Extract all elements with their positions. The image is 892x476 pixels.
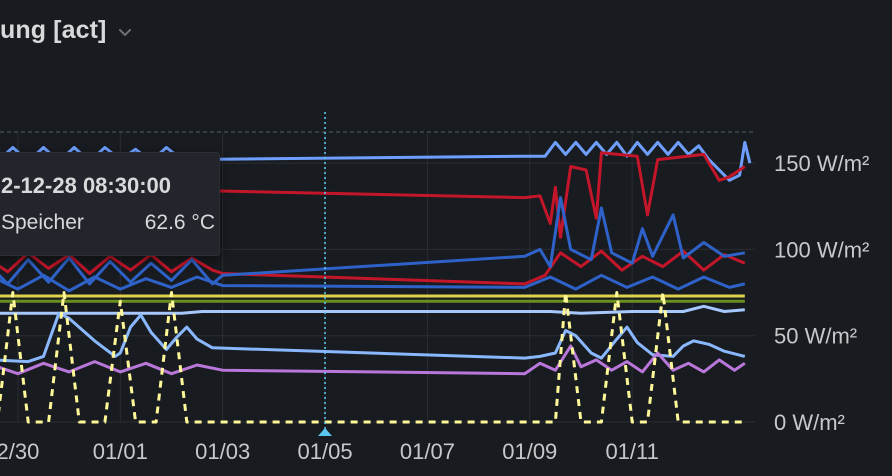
y-axis: 0 W/m² 50 W/m² 100 W/m² 150 W/m² <box>774 151 869 435</box>
x-tick-label: 01/07 <box>400 439 455 464</box>
crosshair <box>318 112 333 436</box>
series-line <box>0 304 745 315</box>
series-line <box>0 151 746 239</box>
x-tick-label: 01/11 <box>605 439 658 464</box>
x-tick-label: 2/30 <box>0 439 39 464</box>
series-line <box>0 273 746 293</box>
x-tick-label: 01/05 <box>298 439 353 464</box>
y-tick-label: 100 W/m² <box>774 237 869 262</box>
series-line <box>0 291 745 424</box>
series-line <box>0 311 746 364</box>
tooltip-series-value: 62.6 °C <box>144 211 215 234</box>
tooltip-time: 2-12-28 08:30:00 <box>1 173 172 198</box>
series-line <box>0 249 746 286</box>
panel-title-text: ung [act] <box>0 15 107 44</box>
x-tick-label: 01/01 <box>93 439 148 464</box>
y-tick-label: 50 W/m² <box>774 324 857 349</box>
panel-title[interactable]: ung [act] <box>0 14 134 46</box>
tooltip-row: Speicher 62.6 °C <box>1 211 215 235</box>
x-tick-label: 01/03 <box>195 439 250 464</box>
crosshair-marker <box>318 428 333 436</box>
y-tick-label: 150 W/m² <box>774 151 869 176</box>
tooltip-series-name: Speicher <box>1 211 84 234</box>
series-lines <box>0 140 752 424</box>
chevron-down-icon[interactable] <box>116 23 134 41</box>
series-line <box>0 196 746 286</box>
series-line <box>0 344 746 376</box>
x-axis: 2/30 01/01 01/03 01/05 01/07 01/09 01/11 <box>0 439 659 464</box>
x-tick-label: 01/09 <box>502 439 557 464</box>
tooltip: 2-12-28 08:30:00 Speicher 62.6 °C <box>0 152 220 256</box>
y-tick-label: 0 W/m² <box>774 410 845 435</box>
